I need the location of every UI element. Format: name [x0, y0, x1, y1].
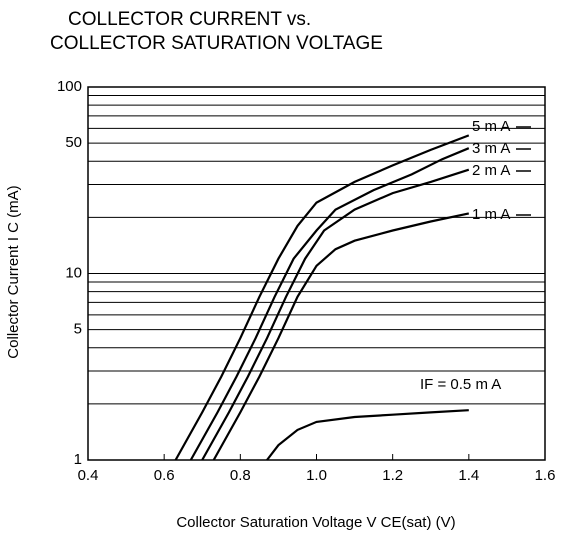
x-tick-label: 1.0 — [306, 467, 327, 484]
x-tick-label: 0.4 — [78, 467, 99, 484]
y-tick-label: 100 — [57, 78, 82, 95]
series-label: 3 m A — [472, 140, 510, 157]
curve — [266, 409, 469, 461]
y-tick-label: 50 — [65, 134, 82, 151]
x-tick-label: 0.8 — [230, 467, 251, 484]
x-tick-label: 0.6 — [154, 467, 175, 484]
curve — [212, 212, 470, 461]
series-label: 5 m A — [472, 118, 510, 135]
y-tick-label: 1 — [74, 451, 82, 468]
curve — [174, 134, 470, 461]
series-label: 1 m A — [472, 206, 510, 223]
series-label: IF = 0.5 m A — [420, 376, 501, 393]
x-tick-label: 1.6 — [535, 467, 556, 484]
curve — [201, 168, 470, 461]
chart-title-line: COLLECTOR CURRENT vs. — [68, 9, 311, 30]
chart-title-line: COLLECTOR SATURATION VOLTAGE — [50, 33, 383, 54]
x-tick-label: 1.2 — [382, 467, 403, 484]
y-axis-label: Collector Current I C (mA) — [5, 185, 22, 358]
y-tick-label: 10 — [65, 264, 82, 281]
x-axis-label: Collector Saturation Voltage V CE(sat) (… — [176, 514, 455, 531]
y-tick-label: 5 — [74, 321, 82, 338]
x-tick-label: 1.4 — [458, 467, 479, 484]
series-label: 2 m A — [472, 162, 510, 179]
curve — [189, 147, 470, 461]
plot-frame — [87, 86, 546, 461]
